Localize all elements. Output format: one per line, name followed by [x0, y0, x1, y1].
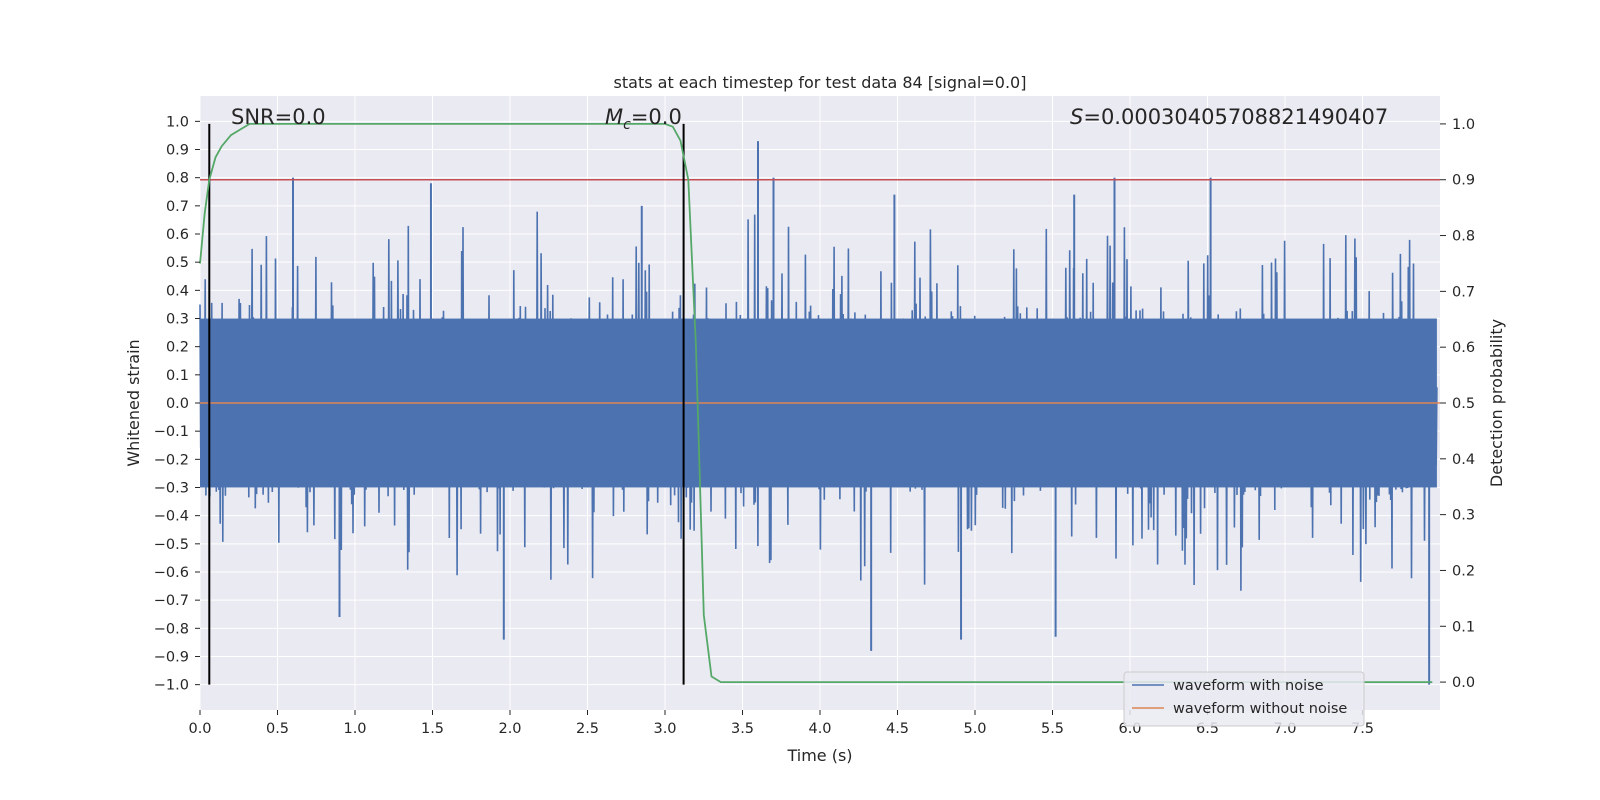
y-tick-label: 0.6 — [166, 227, 189, 243]
x-tick-label: 5.5 — [1041, 721, 1064, 737]
y-tick-label: −0.7 — [154, 593, 189, 609]
y2-tick-label: 0.9 — [1452, 173, 1475, 189]
y2-tick-label: 0.3 — [1452, 508, 1475, 524]
y-tick-label: −0.1 — [154, 424, 189, 440]
y2-tick-label: 0.2 — [1452, 563, 1475, 579]
y2-axis-label: Detection probability — [1487, 319, 1506, 487]
y2-tick-label: 1.0 — [1452, 117, 1475, 133]
y-tick-label: −0.3 — [154, 480, 189, 496]
score-annotation: S=0.00030405708821490407 — [1070, 105, 1388, 129]
y2-tick-label: 0.1 — [1452, 619, 1475, 635]
y-tick-label: −0.6 — [154, 565, 189, 581]
y-tick-label: −1.0 — [154, 678, 189, 694]
legend-label-waveform-with-noise: waveform with noise — [1173, 678, 1324, 694]
y-tick-label: 0.2 — [166, 340, 189, 356]
x-tick-label: 0.0 — [188, 721, 211, 737]
x-tick-label: 3.5 — [731, 721, 754, 737]
y-tick-label: 0.1 — [166, 368, 189, 384]
x-tick-label: 2.0 — [498, 721, 521, 737]
x-tick-label: 4.5 — [886, 721, 909, 737]
x-tick-label: 1.0 — [343, 721, 366, 737]
y2-tick-label: 0.0 — [1452, 675, 1475, 691]
y2-tick-label: 0.8 — [1452, 229, 1475, 245]
snr-annotation: SNR=0.0 — [231, 105, 326, 129]
y-tick-label: 0.9 — [166, 143, 189, 159]
x-tick-label: 2.5 — [576, 721, 599, 737]
y2-tick-label: 0.5 — [1452, 396, 1475, 412]
y-axis-label: Whitened strain — [124, 339, 143, 466]
x-tick-label: 5.0 — [963, 721, 986, 737]
y2-tick-label: 0.6 — [1452, 340, 1475, 356]
y-tick-label: −0.4 — [154, 509, 189, 525]
y-tick-label: −0.5 — [154, 537, 189, 553]
x-axis-label: Time (s) — [786, 746, 852, 765]
x-tick-label: 4.0 — [808, 721, 831, 737]
y2-tick-label: 0.7 — [1452, 284, 1475, 300]
y-tick-label: 1.0 — [166, 114, 189, 130]
y-tick-label: 0.8 — [166, 171, 189, 187]
y-tick-label: 0.4 — [166, 283, 189, 299]
y-tick-label: −0.8 — [154, 621, 189, 637]
chart-title: stats at each timestep for test data 84 … — [614, 73, 1027, 92]
y-tick-label: 0.0 — [166, 396, 189, 412]
legend: waveform with noise waveform without noi… — [1123, 671, 1365, 727]
y-tick-label: 0.5 — [166, 255, 189, 271]
legend-label-waveform-without-noise: waveform without noise — [1173, 701, 1347, 717]
x-tick-label: 0.5 — [266, 721, 289, 737]
y-tick-label: −0.9 — [154, 649, 189, 665]
y-tick-label: 0.3 — [166, 312, 189, 328]
chirp-mass-annotation: Mc=0.0 — [605, 105, 682, 133]
legend-box — [1123, 671, 1365, 727]
y2-tick-label: 0.4 — [1452, 452, 1475, 468]
x-tick-label: 1.5 — [421, 721, 444, 737]
y-tick-label: 0.7 — [166, 199, 189, 215]
y-tick-label: −0.2 — [154, 452, 189, 468]
x-tick-label: 3.0 — [653, 721, 676, 737]
series-detection-probability — [199, 123, 1433, 683]
